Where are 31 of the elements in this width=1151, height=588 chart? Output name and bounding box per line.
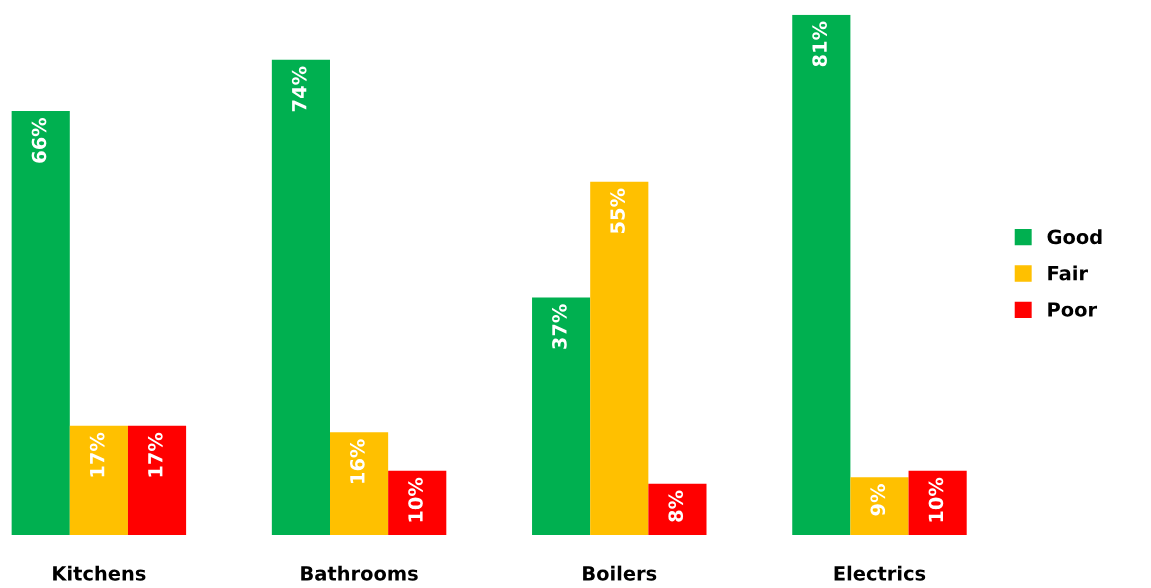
bar [850, 477, 909, 536]
data-label: 10% [408, 477, 423, 522]
data-label: 17% [147, 432, 163, 477]
data-label: 8% [668, 490, 684, 522]
data-label: 66% [31, 117, 47, 163]
data-label: 81% [812, 21, 827, 67]
legend-label: Fair [1048, 265, 1088, 281]
data-label: 9% [870, 484, 886, 516]
x-tick-label: Kitchens [53, 565, 146, 581]
data-label: 10% [928, 477, 944, 522]
bar [127, 425, 187, 536]
data-label: 17% [89, 432, 105, 477]
bar [69, 425, 128, 536]
data-label: 74% [291, 66, 307, 112]
legend-label: Poor [1048, 302, 1098, 317]
bar [271, 59, 330, 536]
x-tick-label: Electrics [834, 565, 926, 581]
bar [590, 181, 649, 536]
bar [11, 111, 70, 536]
bar [908, 470, 967, 536]
data-label: 37% [552, 304, 567, 349]
legend-label: Good [1047, 229, 1102, 245]
bar [648, 483, 707, 536]
data-label: 16% [350, 439, 365, 483]
x-tick-label: Boilers [583, 565, 657, 581]
x-tick-label: Bathrooms [301, 565, 418, 581]
data-label: 55% [610, 188, 625, 234]
bar [792, 14, 851, 536]
bar [532, 297, 591, 536]
bar [388, 470, 447, 536]
bar [330, 432, 389, 536]
